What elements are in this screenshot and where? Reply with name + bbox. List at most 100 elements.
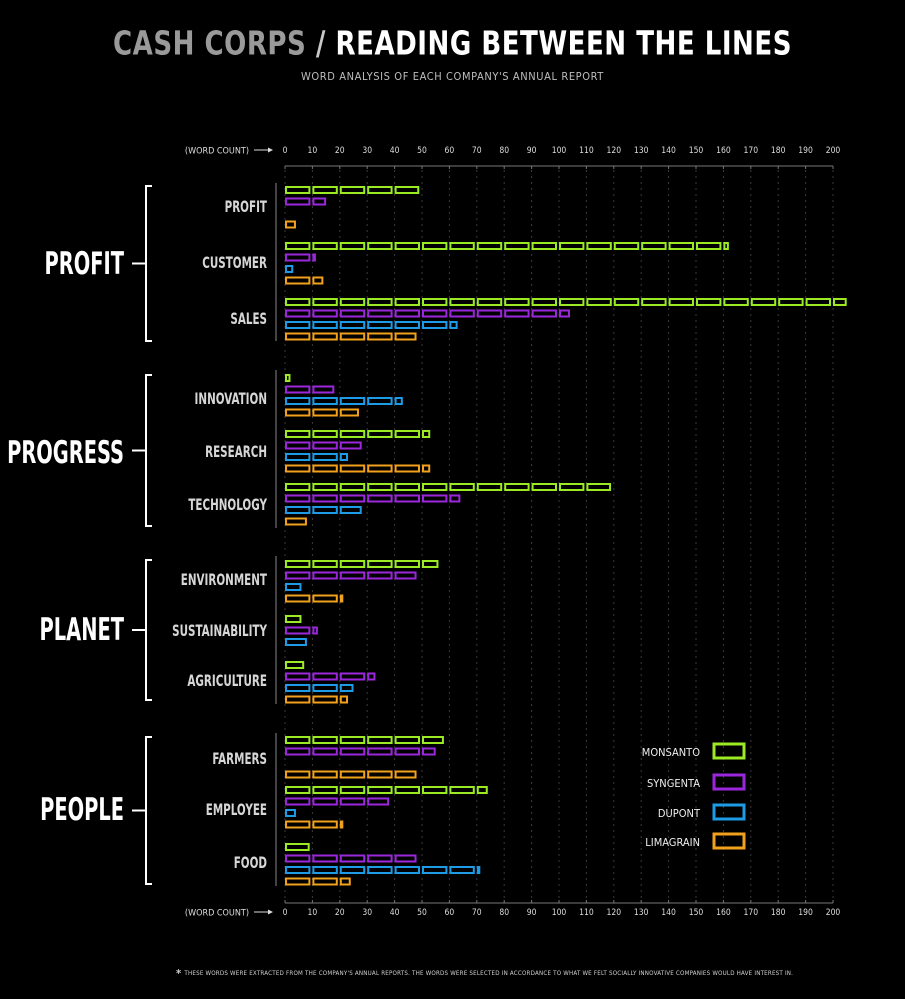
bar-segment [339, 594, 344, 603]
bar-segment [285, 464, 311, 473]
word-label: FOOD [234, 854, 267, 872]
bar-segment [285, 736, 311, 744]
group-label: PROFIT [45, 246, 125, 282]
tick-label: 0 [283, 146, 288, 156]
tick-label: 30 [362, 146, 372, 156]
bar-segment [394, 786, 421, 794]
bar-segment [339, 770, 366, 779]
bar-segment [285, 242, 311, 250]
title-part1: CASH CORPS [112, 23, 307, 63]
tick-label: 180 [771, 146, 786, 156]
bar-segment [476, 786, 488, 794]
footnote-text: THESE WORDS WERE EXTRACTED FROM THE COMP… [184, 970, 794, 977]
tick-label: 60 [445, 146, 455, 156]
bar-segment [339, 332, 366, 341]
tick-label: 180 [771, 908, 786, 918]
bar-segment [750, 298, 777, 306]
axis-arrowhead-top [268, 147, 273, 153]
bar-segment [312, 408, 338, 417]
bar-segment [339, 695, 349, 704]
bar-segment [613, 242, 640, 250]
tick-label: 140 [661, 146, 676, 156]
bar-segment [367, 309, 393, 318]
x-axis-label-top: (WORD COUNT) [185, 147, 249, 157]
bar-segment [449, 242, 475, 250]
bar-segment [531, 242, 557, 250]
bar-segment [312, 197, 327, 206]
bar-segment [394, 298, 421, 306]
bar-segment [285, 453, 311, 461]
bar-segment [394, 186, 420, 194]
tick-label: 160 [716, 908, 731, 918]
bar-segment [312, 684, 338, 692]
bar-segment [394, 242, 421, 250]
bar-segment [422, 736, 444, 744]
tick-label: 120 [607, 146, 622, 156]
bar-segment [285, 695, 311, 704]
bar-segment [312, 309, 338, 318]
bar-segment [449, 494, 461, 503]
bar-segment [285, 638, 307, 646]
bar-segment [285, 615, 302, 623]
tick-label: 130 [634, 908, 649, 918]
bar-segment [285, 186, 311, 194]
bar-segment [285, 786, 311, 794]
bar-segment [394, 866, 421, 874]
bar-segment [394, 571, 417, 580]
bar-segment [476, 242, 503, 250]
word-label: SALES [230, 310, 267, 328]
bar-segment [312, 877, 338, 886]
bar-segment [285, 854, 311, 863]
bar-segment [422, 560, 439, 568]
tick-label: 20 [335, 146, 345, 156]
x-axis-label-bottom: (WORD COUNT) [185, 909, 249, 919]
word-label: RESEARCH [205, 443, 267, 461]
bar-segment [285, 220, 296, 229]
bar-segment [285, 517, 307, 526]
axis-arrowhead-bottom [268, 909, 273, 915]
bar-segment [312, 464, 338, 473]
bar-segment [339, 506, 362, 514]
bar-segment [312, 253, 316, 262]
tick-label: 110 [579, 146, 594, 156]
bar-segment [367, 747, 393, 756]
tick-label: 190 [798, 146, 813, 156]
bar-segment [339, 298, 366, 306]
tick-label: 40 [390, 908, 400, 918]
bar-segment [285, 253, 311, 262]
bar-segment [285, 494, 311, 503]
bar-segment [285, 747, 311, 756]
bar-segment [531, 483, 557, 491]
bar-segment [367, 242, 393, 250]
bar-segment [312, 560, 338, 568]
tick-label: 170 [744, 908, 759, 918]
bar-segment [339, 854, 366, 863]
bar-segment [312, 298, 338, 306]
bar-segment [285, 441, 311, 450]
tick-label: 130 [634, 146, 649, 156]
word-label: INNOVATION [195, 390, 267, 408]
bar-segment [449, 309, 475, 318]
word-label: TECHNOLOGY [188, 496, 267, 514]
bar-segment [312, 494, 338, 503]
word-label: EMPLOYEE [206, 801, 267, 819]
bar-segment [285, 197, 311, 206]
bar-segment [312, 186, 338, 194]
bar-segment [367, 770, 393, 779]
bar-segment [339, 571, 366, 580]
bar-segment [339, 397, 366, 405]
bar-segment [504, 298, 530, 306]
bar-segment [339, 408, 359, 417]
legend-label: DUPONT [658, 807, 701, 820]
bar-segment [339, 820, 344, 829]
bar-segment [339, 877, 351, 886]
bar-segment [422, 494, 448, 503]
bar-segment [559, 309, 570, 318]
bar-segment [367, 321, 393, 329]
bar-segment [285, 506, 311, 514]
legend-swatch [712, 773, 746, 791]
bar-segment [805, 298, 831, 306]
bar-segment [394, 397, 403, 405]
bar-segment [394, 747, 421, 756]
bar-segment [285, 571, 311, 580]
